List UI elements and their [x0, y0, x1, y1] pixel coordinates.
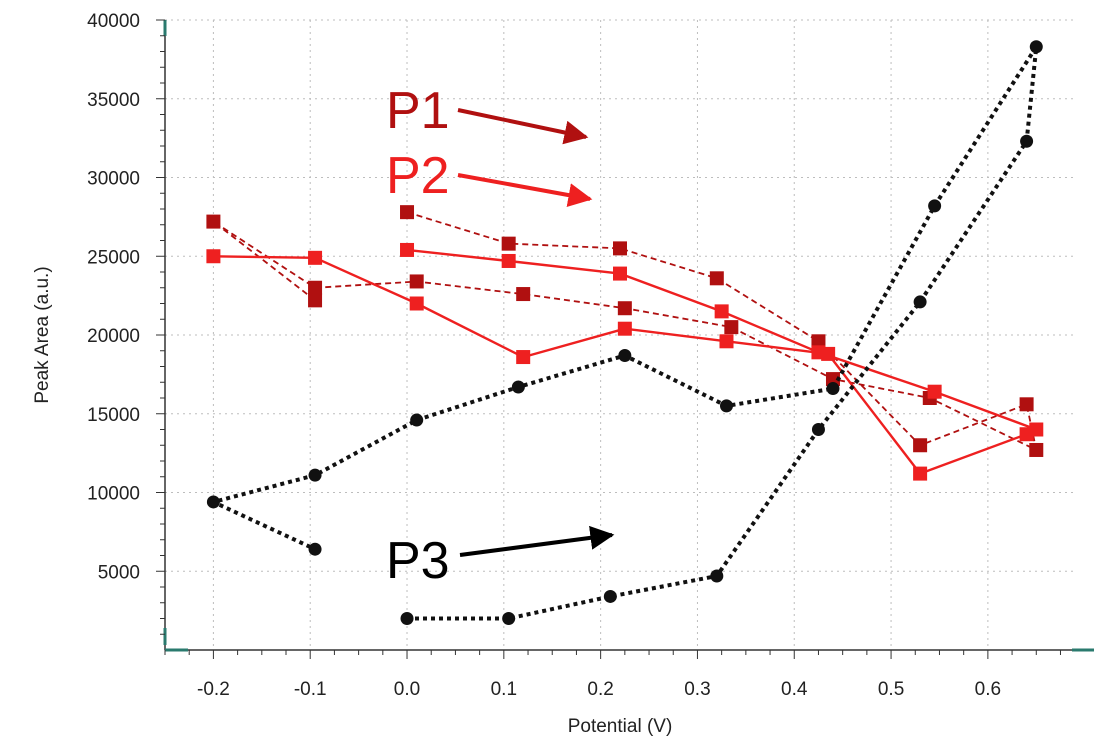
annotation-p1: P1 [386, 82, 589, 145]
p2-point [821, 346, 836, 361]
p1-point [613, 241, 627, 256]
ticks: -0.2 -0.1 0.0 0.1 0.2 0.3 0.4 0.5 0.6 5000 10000 15… [87, 11, 1061, 700]
p1-point [308, 280, 323, 295]
p3-point [502, 612, 516, 625]
p3-point [719, 399, 733, 413]
annotation-p2: P2 [386, 147, 593, 207]
p1-point [1019, 397, 1034, 412]
p1-point [709, 271, 724, 286]
p3-point [1029, 40, 1043, 54]
x-axis-label: Potential (V) [568, 716, 673, 737]
p3-point [603, 589, 617, 603]
y-axis-label: Peak Area (a.u.) [32, 266, 53, 403]
p3-point [618, 348, 632, 362]
annotation-p3-arrow [459, 525, 615, 557]
p3-point [400, 612, 414, 625]
y-tick-label: 35000 [87, 90, 140, 111]
p1-point [724, 320, 739, 335]
p1-point [400, 205, 415, 220]
x-tick-label: 0.5 [878, 679, 904, 700]
y-tick-label: 5000 [98, 562, 140, 583]
y-tick-label: 25000 [87, 247, 140, 268]
p3-point [511, 380, 525, 394]
p3-point [308, 542, 322, 556]
annotation-p2-label: P2 [386, 147, 450, 205]
p2-point [516, 350, 531, 365]
p2-line [213, 248, 1038, 475]
x-tick-label: 0.4 [781, 679, 808, 700]
y-tick-label: 30000 [87, 169, 140, 190]
p1-point [206, 214, 221, 229]
p3-point [710, 569, 724, 583]
p2-point [617, 321, 632, 336]
p2-point [409, 296, 424, 311]
p2-point [400, 242, 415, 257]
p3-point [928, 199, 942, 213]
p1-point [409, 274, 424, 289]
annotation-p2-arrow [457, 173, 593, 207]
x-tick-label: 0.0 [394, 679, 420, 700]
p1-point [516, 287, 531, 302]
p1-point [825, 372, 840, 387]
p2-point [913, 466, 928, 481]
p2-point [719, 334, 734, 349]
p3-point [913, 295, 927, 309]
p2-point [927, 384, 942, 399]
annotation-p3-label: P3 [386, 532, 450, 590]
x-tick-label: -0.1 [294, 679, 327, 700]
p3-point [1020, 134, 1034, 148]
x-tick-label: 0.3 [684, 679, 710, 700]
p1-point [501, 236, 516, 251]
p3-point [811, 423, 825, 436]
x-tick-label: -0.2 [197, 679, 230, 700]
y-tick-label: 10000 [87, 484, 140, 505]
p3-point [206, 495, 220, 509]
x-tick-label: 0.6 [975, 679, 1001, 700]
p1-point [308, 293, 323, 308]
p2-point [714, 304, 729, 319]
x-tick-label: 0.2 [587, 679, 613, 700]
p2-point [308, 250, 323, 265]
series-layer [206, 40, 1044, 625]
p1-point [913, 438, 928, 453]
p2-point [501, 253, 516, 268]
p2-point [613, 266, 627, 281]
y-tick-label: 40000 [87, 11, 140, 32]
p2-point [206, 249, 221, 264]
annotation-p3: P3 [386, 525, 615, 590]
annotation-p1-arrow [457, 108, 589, 145]
p3-point [410, 413, 424, 427]
p3-line [211, 44, 1039, 621]
p1-point [811, 334, 826, 349]
p3-point [826, 382, 840, 396]
x-tick-label: 0.1 [491, 679, 517, 700]
p1-point [617, 301, 632, 316]
p1-point [1029, 442, 1044, 457]
y-tick-label: 15000 [87, 405, 140, 426]
p3-point [308, 468, 322, 482]
annotation-p1-label: P1 [386, 82, 450, 140]
y-tick-label: 20000 [87, 326, 140, 347]
p2-point [1019, 427, 1034, 442]
